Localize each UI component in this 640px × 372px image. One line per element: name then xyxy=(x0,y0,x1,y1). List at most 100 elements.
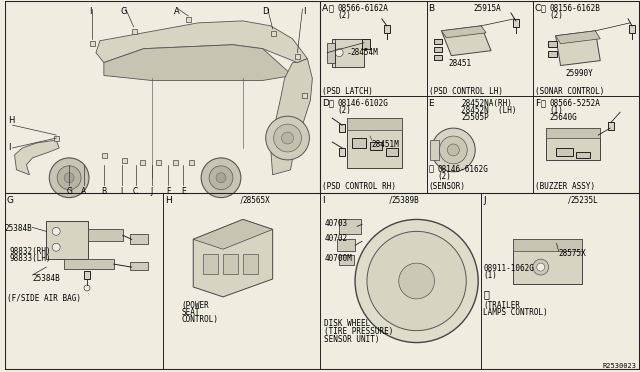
Bar xyxy=(548,41,557,47)
Bar xyxy=(435,47,442,52)
Text: 98832(RH): 98832(RH) xyxy=(10,247,51,256)
Text: 25384B: 25384B xyxy=(33,274,60,283)
Bar xyxy=(203,254,218,274)
Text: 25389B: 25389B xyxy=(392,196,420,205)
Text: 08146-6102G: 08146-6102G xyxy=(337,99,388,108)
Text: I: I xyxy=(120,187,123,196)
Text: (POWER: (POWER xyxy=(181,301,209,310)
Text: I: I xyxy=(303,7,306,16)
Circle shape xyxy=(57,166,81,190)
Circle shape xyxy=(201,158,241,198)
Text: 28454M: 28454M xyxy=(350,48,378,57)
Text: 28575X: 28575X xyxy=(559,249,586,258)
Text: (BUZZER ASSY): (BUZZER ASSY) xyxy=(535,182,595,191)
Text: (PSD CONTROL RH): (PSD CONTROL RH) xyxy=(323,182,396,191)
Polygon shape xyxy=(193,219,273,297)
Text: B: B xyxy=(429,4,435,13)
Text: 28565X: 28565X xyxy=(243,196,271,205)
Bar xyxy=(223,254,238,274)
Text: 40703: 40703 xyxy=(324,219,348,228)
Text: Ⓑ: Ⓑ xyxy=(328,99,333,108)
Text: (SONAR CONTROL): (SONAR CONTROL) xyxy=(535,87,604,96)
Circle shape xyxy=(64,173,74,183)
Text: SENSOR UNIT): SENSOR UNIT) xyxy=(324,335,380,344)
Text: C: C xyxy=(535,4,541,13)
Circle shape xyxy=(367,231,467,331)
Circle shape xyxy=(49,158,89,198)
Text: SEAT: SEAT xyxy=(181,308,200,317)
Bar xyxy=(362,39,370,49)
Circle shape xyxy=(532,259,548,275)
Text: F: F xyxy=(535,99,540,108)
Circle shape xyxy=(355,219,478,343)
Polygon shape xyxy=(193,219,273,249)
Text: 98833(LH): 98833(LH) xyxy=(10,254,51,263)
Text: 25235L: 25235L xyxy=(570,196,598,205)
Bar xyxy=(173,160,179,165)
Text: 28451M: 28451M xyxy=(372,140,400,149)
Bar xyxy=(296,54,300,59)
Bar xyxy=(303,93,307,98)
Text: 25915A: 25915A xyxy=(473,4,501,13)
Text: DISK WHEEL: DISK WHEEL xyxy=(324,319,371,328)
Text: (PSD LATCH): (PSD LATCH) xyxy=(323,87,373,96)
Polygon shape xyxy=(271,59,312,175)
Text: H: H xyxy=(8,116,15,125)
Text: 08156-6162B: 08156-6162B xyxy=(550,4,600,13)
Polygon shape xyxy=(442,26,486,38)
Bar xyxy=(332,39,364,67)
Circle shape xyxy=(447,144,460,156)
Text: G: G xyxy=(6,196,13,205)
Text: CONTROL): CONTROL) xyxy=(181,315,218,324)
Bar xyxy=(337,239,355,251)
Text: D: D xyxy=(262,7,269,16)
Polygon shape xyxy=(556,31,600,65)
Text: 08911-1062G: 08911-1062G xyxy=(483,264,534,273)
Text: 08146-6162G: 08146-6162G xyxy=(438,165,488,174)
Text: 25640G: 25640G xyxy=(550,113,577,122)
Bar xyxy=(140,160,145,165)
Text: A: A xyxy=(323,4,328,13)
Text: (SENSOR): (SENSOR) xyxy=(429,182,465,191)
Text: 08566-5252A: 08566-5252A xyxy=(550,99,600,108)
Text: A: A xyxy=(81,187,86,196)
Circle shape xyxy=(335,49,343,57)
Bar xyxy=(556,148,573,156)
Text: (F/SIDE AIR BAG): (F/SIDE AIR BAG) xyxy=(6,294,81,303)
Bar xyxy=(386,148,397,156)
Bar xyxy=(429,140,440,160)
Bar xyxy=(608,122,614,130)
Text: A: A xyxy=(173,7,179,16)
Text: 08566-6162A: 08566-6162A xyxy=(337,4,388,13)
Polygon shape xyxy=(96,21,307,62)
Bar xyxy=(352,138,366,148)
Text: (2): (2) xyxy=(550,11,564,20)
Bar xyxy=(102,153,107,158)
Bar xyxy=(54,136,59,141)
Bar xyxy=(130,262,148,270)
Text: Ⓑ: Ⓑ xyxy=(429,165,433,174)
Bar xyxy=(435,39,442,44)
Bar xyxy=(88,230,123,241)
Bar xyxy=(339,124,345,132)
Bar xyxy=(132,29,136,34)
Bar xyxy=(513,19,519,27)
Text: G: G xyxy=(120,7,127,16)
Bar xyxy=(189,160,194,165)
Polygon shape xyxy=(15,140,59,175)
Bar xyxy=(513,239,582,284)
Bar xyxy=(513,239,582,251)
Text: F: F xyxy=(166,187,171,196)
Text: J: J xyxy=(483,196,486,205)
Text: I: I xyxy=(8,144,11,153)
Polygon shape xyxy=(104,45,292,80)
Text: Ⓢ: Ⓢ xyxy=(328,4,333,13)
Bar xyxy=(339,219,361,234)
Text: Ⓢ: Ⓢ xyxy=(541,99,546,108)
Circle shape xyxy=(216,173,226,183)
Text: 25990Y: 25990Y xyxy=(566,68,593,77)
Circle shape xyxy=(209,166,233,190)
Bar xyxy=(370,142,382,150)
Text: 28452NA(RH): 28452NA(RH) xyxy=(461,99,512,108)
Text: (2): (2) xyxy=(337,11,351,20)
